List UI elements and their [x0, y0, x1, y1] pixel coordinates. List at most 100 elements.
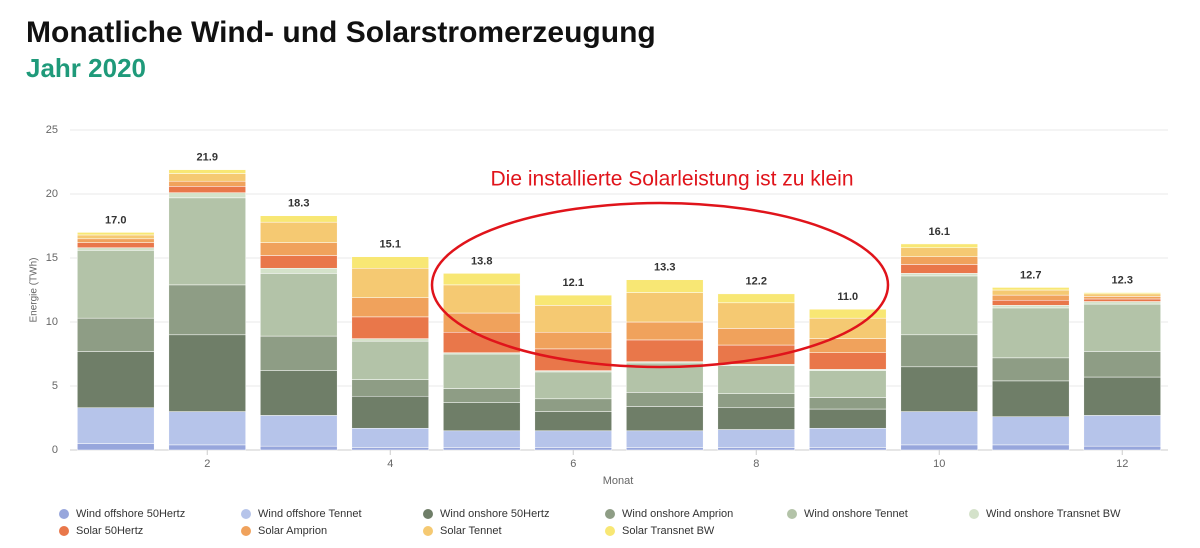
- bar-segment: [992, 380, 1070, 417]
- y-tick-label: 5: [52, 380, 58, 392]
- bar-segment: [77, 242, 155, 249]
- bar-segment: [534, 447, 612, 451]
- bar-segment: [809, 447, 887, 451]
- bar-segment: [900, 275, 978, 336]
- bar-segment: [992, 305, 1070, 309]
- bar-segment: [626, 430, 704, 448]
- bar-segment: [168, 169, 246, 174]
- x-tick-label: 10: [933, 458, 945, 470]
- total-label: 11.0: [837, 291, 858, 303]
- bar-segment: [443, 402, 521, 432]
- bar-segment: [717, 393, 795, 409]
- bar-segment: [1083, 293, 1161, 297]
- annotation: Die installierte Solarleistung ist zu kl…: [491, 168, 854, 191]
- bar-segment: [168, 284, 246, 336]
- bar-segment: [717, 293, 795, 304]
- legend-swatch: [423, 526, 433, 536]
- bar-segment: [992, 294, 1070, 301]
- bar-segment: [717, 328, 795, 346]
- bar-segment: [992, 307, 1070, 359]
- bar-segment: [900, 411, 978, 446]
- legend-swatch: [423, 509, 433, 519]
- legend-label: Solar Tennet: [440, 525, 502, 537]
- y-tick-label: 15: [46, 252, 58, 264]
- legend-swatch: [241, 509, 251, 519]
- bar-segment: [168, 411, 246, 446]
- legend-label: Wind onshore Amprion: [622, 508, 733, 520]
- bar-segment: [168, 186, 246, 193]
- bar-segment: [1083, 296, 1161, 300]
- bar-segment: [1083, 303, 1161, 352]
- chart-title: Monatliche Wind- und Solarstromerzeugung: [26, 16, 656, 49]
- bar-segment: [900, 273, 978, 277]
- bar-segment: [260, 242, 338, 256]
- legend-label: Wind onshore Transnet BW: [986, 508, 1121, 520]
- bar-segment: [1083, 301, 1161, 305]
- total-label: 12.1: [563, 277, 584, 289]
- total-label: 12.3: [1112, 274, 1133, 286]
- bar-segment: [443, 312, 521, 333]
- bar-segment: [443, 388, 521, 403]
- bar-segment: [443, 284, 521, 314]
- bar-segment: [900, 256, 978, 265]
- bar-segment: [443, 447, 521, 451]
- bar-segment: [900, 366, 978, 412]
- bar-segment: [77, 247, 155, 251]
- bar-segment: [168, 173, 246, 182]
- bar-segment: [900, 334, 978, 368]
- bar-segment: [260, 273, 338, 337]
- bar-segment: [351, 340, 429, 380]
- bar-segment: [351, 427, 429, 448]
- bar-segment: [809, 317, 887, 339]
- total-label: 17.0: [105, 214, 126, 226]
- bar-segment: [717, 302, 795, 329]
- bar-segment: [260, 415, 338, 447]
- bar-segment: [260, 445, 338, 451]
- bar-segment: [534, 411, 612, 432]
- total-label: 12.2: [746, 276, 767, 288]
- bar-segment: [1083, 376, 1161, 416]
- bar-segment: [626, 392, 704, 407]
- bar-segment: [351, 316, 429, 339]
- bar-segment: [443, 353, 521, 389]
- bar-segment: [1083, 298, 1161, 302]
- bar-segment: [260, 370, 338, 416]
- bar-segment: [351, 447, 429, 451]
- y-tick-label: 0: [52, 444, 58, 456]
- bar-segment: [1083, 351, 1161, 378]
- bar-segment: [809, 308, 887, 319]
- bar-segment: [809, 352, 887, 370]
- bar-segment: [77, 232, 155, 236]
- bar-segment: [809, 397, 887, 410]
- bar-segment: [77, 250, 155, 319]
- bar-segment: [351, 379, 429, 397]
- bar-segment: [992, 444, 1070, 451]
- bar-segment: [717, 447, 795, 451]
- bar-segment: [809, 370, 887, 398]
- bar-segment: [900, 247, 978, 257]
- bar-segment: [168, 192, 246, 199]
- bar-segment: [900, 264, 978, 274]
- legend-swatch: [605, 509, 615, 519]
- legend-swatch: [969, 509, 979, 519]
- total-label: 13.3: [654, 262, 675, 274]
- total-label: 13.8: [471, 255, 492, 267]
- bar-segment: [900, 444, 978, 451]
- legend-swatch: [241, 526, 251, 536]
- bar-segment: [534, 331, 612, 350]
- total-label: 16.1: [929, 226, 950, 238]
- bar-segment: [626, 321, 704, 341]
- legend-swatch: [59, 509, 69, 519]
- bar-segment: [992, 287, 1070, 291]
- x-tick-label: 12: [1116, 458, 1128, 470]
- bar-segment: [168, 334, 246, 412]
- bar-segment: [351, 395, 429, 429]
- chart-subtitle: Jahr 2020: [26, 53, 146, 83]
- legend-swatch: [605, 526, 615, 536]
- bar-segment: [992, 289, 1070, 296]
- bar-segment: [443, 430, 521, 448]
- bar-segment: [534, 430, 612, 448]
- bar-segment: [992, 299, 1070, 306]
